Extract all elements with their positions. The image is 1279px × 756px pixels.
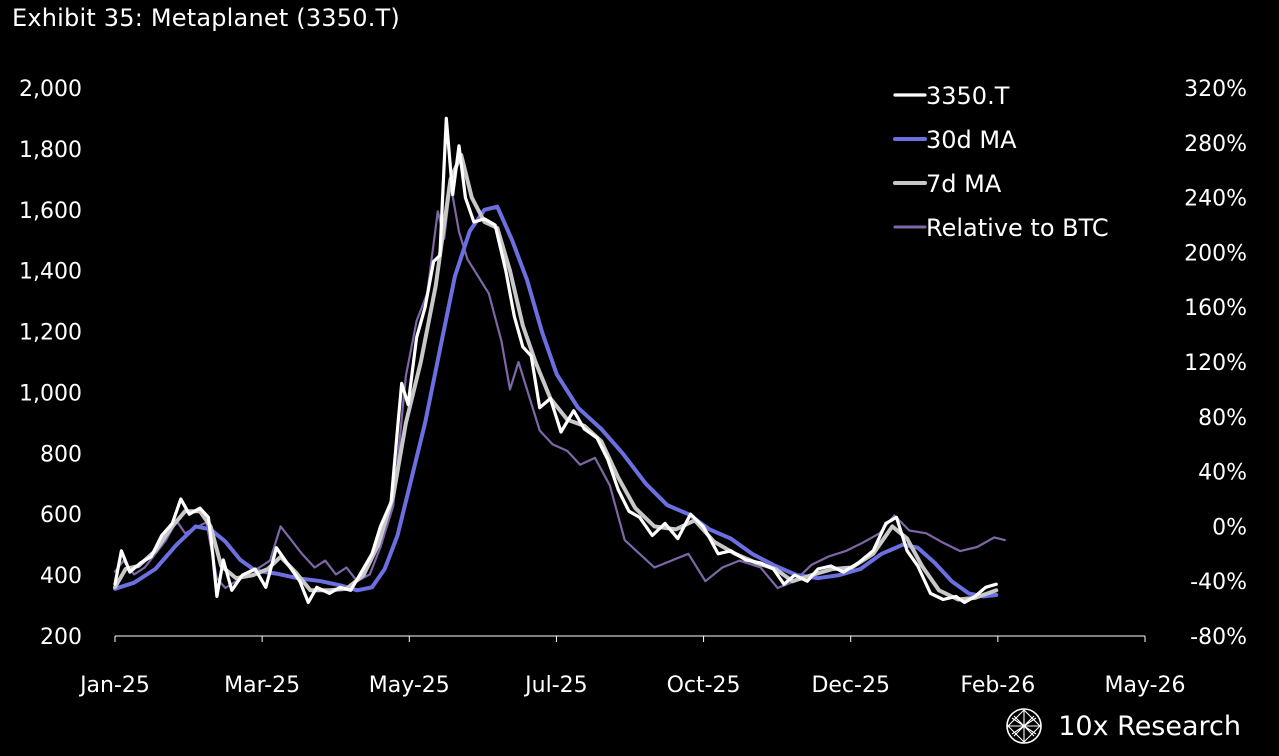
y-left-tick-label: 200 bbox=[40, 625, 82, 650]
y-right-tick-label: 320% bbox=[1184, 77, 1247, 102]
series-layer bbox=[113, 116, 1006, 605]
x-tick-label: Dec-25 bbox=[811, 673, 890, 698]
legend-label: 3350.T bbox=[926, 82, 1010, 110]
series-line-30d-ma bbox=[113, 204, 999, 599]
y-right-tick-label: 0% bbox=[1212, 515, 1247, 540]
series-line-7d-ma bbox=[113, 153, 999, 602]
y-right-tick-label: 240% bbox=[1184, 187, 1247, 212]
y-left-tick-label: 800 bbox=[40, 442, 82, 467]
legend: 3350.T 30d MA 7d MA Relative to BTC bbox=[893, 82, 1109, 242]
legend-label: 30d MA bbox=[926, 126, 1017, 154]
y-right-tick-label: 160% bbox=[1184, 296, 1247, 321]
y-left-tick-label: 1,800 bbox=[19, 138, 82, 163]
y-right-tick-label: -80% bbox=[1190, 625, 1247, 650]
x-tick-label: Feb-26 bbox=[960, 673, 1035, 698]
series-line-relative-to-btc bbox=[113, 182, 1006, 590]
x-tick-label: Mar-25 bbox=[224, 673, 300, 698]
series-line-3350-t bbox=[113, 116, 998, 605]
legend-label: 7d MA bbox=[926, 170, 1002, 198]
y-left-tick-label: 2,000 bbox=[19, 77, 82, 102]
y-left-tick-label: 400 bbox=[40, 564, 82, 589]
globe-logo-icon bbox=[1006, 708, 1043, 744]
y-left-tick-label: 1,200 bbox=[19, 321, 82, 346]
x-tick-label: Oct-25 bbox=[667, 673, 741, 698]
brand: 10x Research bbox=[1004, 706, 1241, 746]
x-tick-label: May-25 bbox=[369, 673, 450, 698]
page-title: Exhibit 35: Metaplanet (3350.T) bbox=[12, 4, 400, 32]
y-right-tick-label: -40% bbox=[1190, 570, 1247, 595]
y-right-tick-label: 200% bbox=[1184, 241, 1247, 266]
x-tick-label: Jan-25 bbox=[78, 673, 150, 698]
legend-label: Relative to BTC bbox=[926, 214, 1109, 242]
y-left-tick-label: 1,600 bbox=[19, 199, 82, 224]
y-left-tick-label: 600 bbox=[40, 503, 82, 528]
y-right-tick-label: 120% bbox=[1184, 351, 1247, 376]
axes: Jan-25 Mar-25 May-25 Jul-25 Oct-25 Dec-25 Feb-… bbox=[19, 77, 1247, 698]
y-left-tick-label: 1,000 bbox=[19, 381, 82, 406]
brand-name: 10x Research bbox=[1058, 710, 1241, 742]
y-right-tick-label: 280% bbox=[1184, 132, 1247, 157]
y-right-tick-label: 40% bbox=[1198, 461, 1247, 486]
y-left-tick-label: 1,400 bbox=[19, 260, 82, 285]
x-tick-label: May-26 bbox=[1104, 673, 1185, 698]
x-tick-label: Jul-25 bbox=[523, 673, 587, 698]
y-right-tick-label: 80% bbox=[1198, 406, 1247, 431]
